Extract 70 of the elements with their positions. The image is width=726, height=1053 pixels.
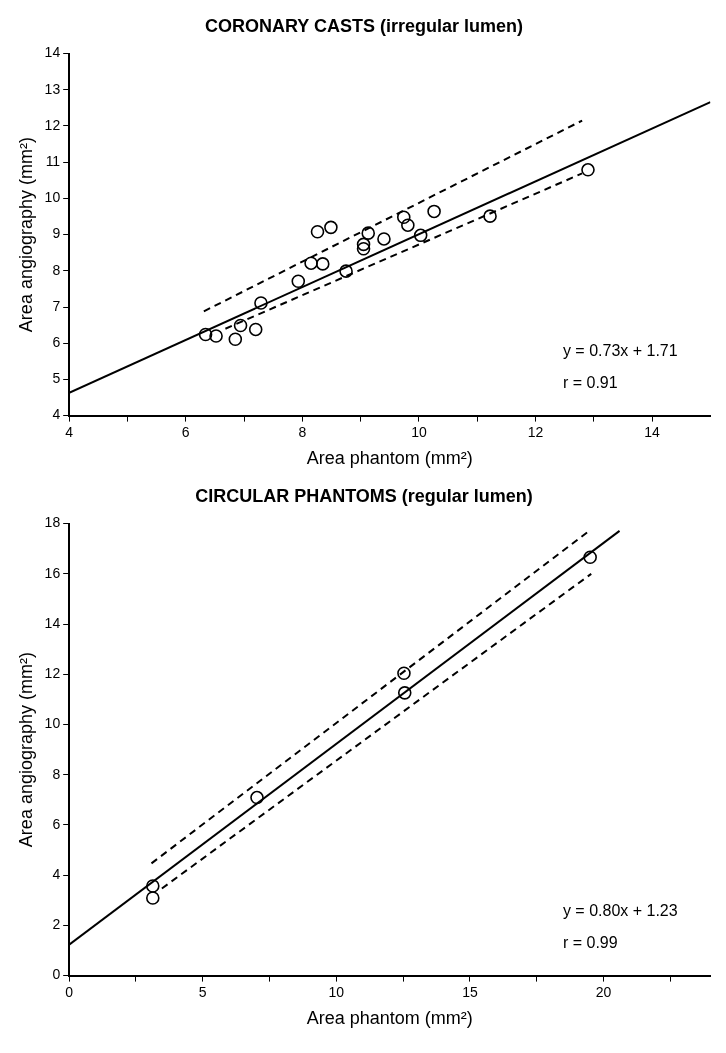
point	[228, 332, 243, 347]
y-tick-label: 8	[52, 261, 61, 278]
y-axis-title: Area angiography (mm²)	[15, 652, 36, 848]
point	[413, 228, 428, 243]
x-tick-label: 15	[462, 983, 478, 1000]
x-tick-label: 8	[298, 423, 307, 440]
point	[377, 232, 391, 246]
y-tick-label: 16	[44, 564, 61, 581]
y-tick-label: 4	[52, 406, 61, 423]
y-tick-label: 6	[52, 815, 61, 832]
y-tick-label: 5	[52, 370, 61, 387]
point	[339, 264, 353, 278]
point	[198, 327, 213, 342]
point	[146, 891, 160, 905]
chart-title: CORONARY CASTS (irregular lumen)	[204, 15, 524, 36]
x-tick-label: 10	[328, 983, 345, 1000]
y-tick-label: 11	[45, 153, 61, 170]
point	[250, 790, 264, 805]
y-tick-label: 12	[44, 116, 61, 133]
point	[248, 322, 263, 337]
x-tick-label: 5	[198, 983, 207, 1000]
annotation: y = 0.73x + 1.71	[562, 341, 678, 359]
y-tick-label: 0	[52, 966, 61, 983]
point	[401, 218, 415, 232]
point	[361, 226, 376, 240]
x-tick-label: 12	[527, 423, 544, 440]
y-tick-label: 10	[44, 189, 61, 206]
y-tick-label: 12	[44, 665, 61, 682]
x-tick-label: 0	[65, 983, 74, 1000]
chart-title: CIRCULAR PHANTOMS (regular lumen)	[195, 485, 533, 506]
x-tick-label: 14	[644, 423, 661, 440]
y-tick-label: 6	[52, 334, 61, 351]
point	[233, 318, 248, 333]
annotation: r = 0.91	[562, 373, 618, 391]
y-tick-label: 8	[52, 765, 61, 782]
y-tick-label: 13	[44, 80, 61, 97]
y-tick-label: 18	[44, 514, 61, 531]
point	[310, 224, 325, 239]
point	[483, 209, 497, 223]
point	[583, 550, 597, 565]
y-tick-label: 4	[52, 866, 61, 883]
point	[304, 256, 318, 270]
point	[581, 163, 595, 177]
point	[315, 257, 330, 271]
y-tick-label: 14	[44, 44, 61, 61]
x-tick-label: 20	[595, 983, 612, 1000]
y-tick-label: 14	[44, 614, 61, 631]
x-tick-label: 10	[411, 423, 427, 440]
y-tick-label: 9	[52, 225, 61, 242]
annotation: r = 0.99	[562, 933, 618, 951]
y-tick-label: 7	[52, 297, 61, 314]
point	[209, 329, 223, 343]
point	[397, 686, 412, 700]
y-tick-label: 10	[44, 715, 61, 732]
point	[291, 274, 306, 289]
x-tick-label: 4	[65, 423, 74, 440]
point	[324, 220, 338, 235]
point	[427, 204, 441, 219]
point	[396, 210, 411, 225]
x-tick-label: 6	[181, 423, 190, 440]
point	[356, 237, 371, 252]
y-tick-label: 2	[52, 916, 61, 933]
y-axis-title: Area angiography (mm²)	[15, 137, 36, 333]
x-axis-title: Area phantom (mm²)	[306, 1008, 473, 1029]
point	[146, 879, 160, 893]
point	[397, 666, 411, 681]
x-axis-title: Area phantom (mm²)	[306, 448, 473, 469]
point	[356, 241, 371, 256]
annotation: y = 0.80x + 1.23	[562, 901, 678, 919]
point	[254, 296, 268, 310]
